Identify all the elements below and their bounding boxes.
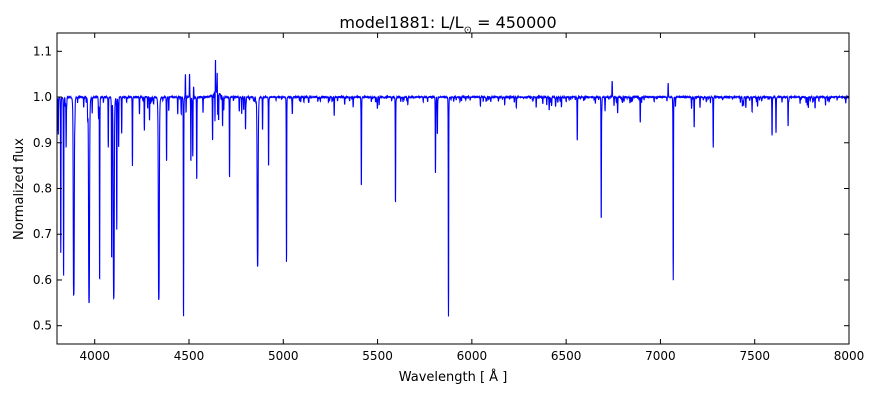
plot-area: 4000 4500 5000 5500 6000 6500 7000 7500 8000 0.5 0… [33, 32, 865, 363]
y-tick-label: 0.8 [33, 182, 52, 196]
x-tick-label: 7500 [739, 349, 770, 363]
x-tick-label: 4500 [174, 349, 205, 363]
y-tick-label: 0.7 [33, 227, 52, 241]
plot-frame [56, 32, 850, 345]
chart-title: model1881: L/L⊙ = 450000 [339, 13, 556, 36]
x-tick-label: 5000 [268, 349, 299, 363]
y-tick-label: 0.5 [33, 319, 52, 333]
y-tick-label: 1.1 [33, 44, 52, 58]
y-tick-label: 0.6 [33, 273, 52, 287]
x-tick-label: 7000 [645, 349, 676, 363]
x-tick-label: 8000 [834, 349, 865, 363]
x-tick-label: 6000 [457, 349, 488, 363]
x-tick-label: 6500 [551, 349, 582, 363]
x-tick-label: 4000 [79, 349, 110, 363]
y-tick-label: 1.0 [33, 90, 52, 104]
y-tick-label: 0.9 [33, 136, 52, 150]
y-axis-label: Normalized flux [12, 138, 27, 240]
x-axis-label: Wavelength [ Å ] [399, 369, 508, 385]
x-tick-label: 5500 [362, 349, 393, 363]
spectrum-line [57, 59, 849, 317]
